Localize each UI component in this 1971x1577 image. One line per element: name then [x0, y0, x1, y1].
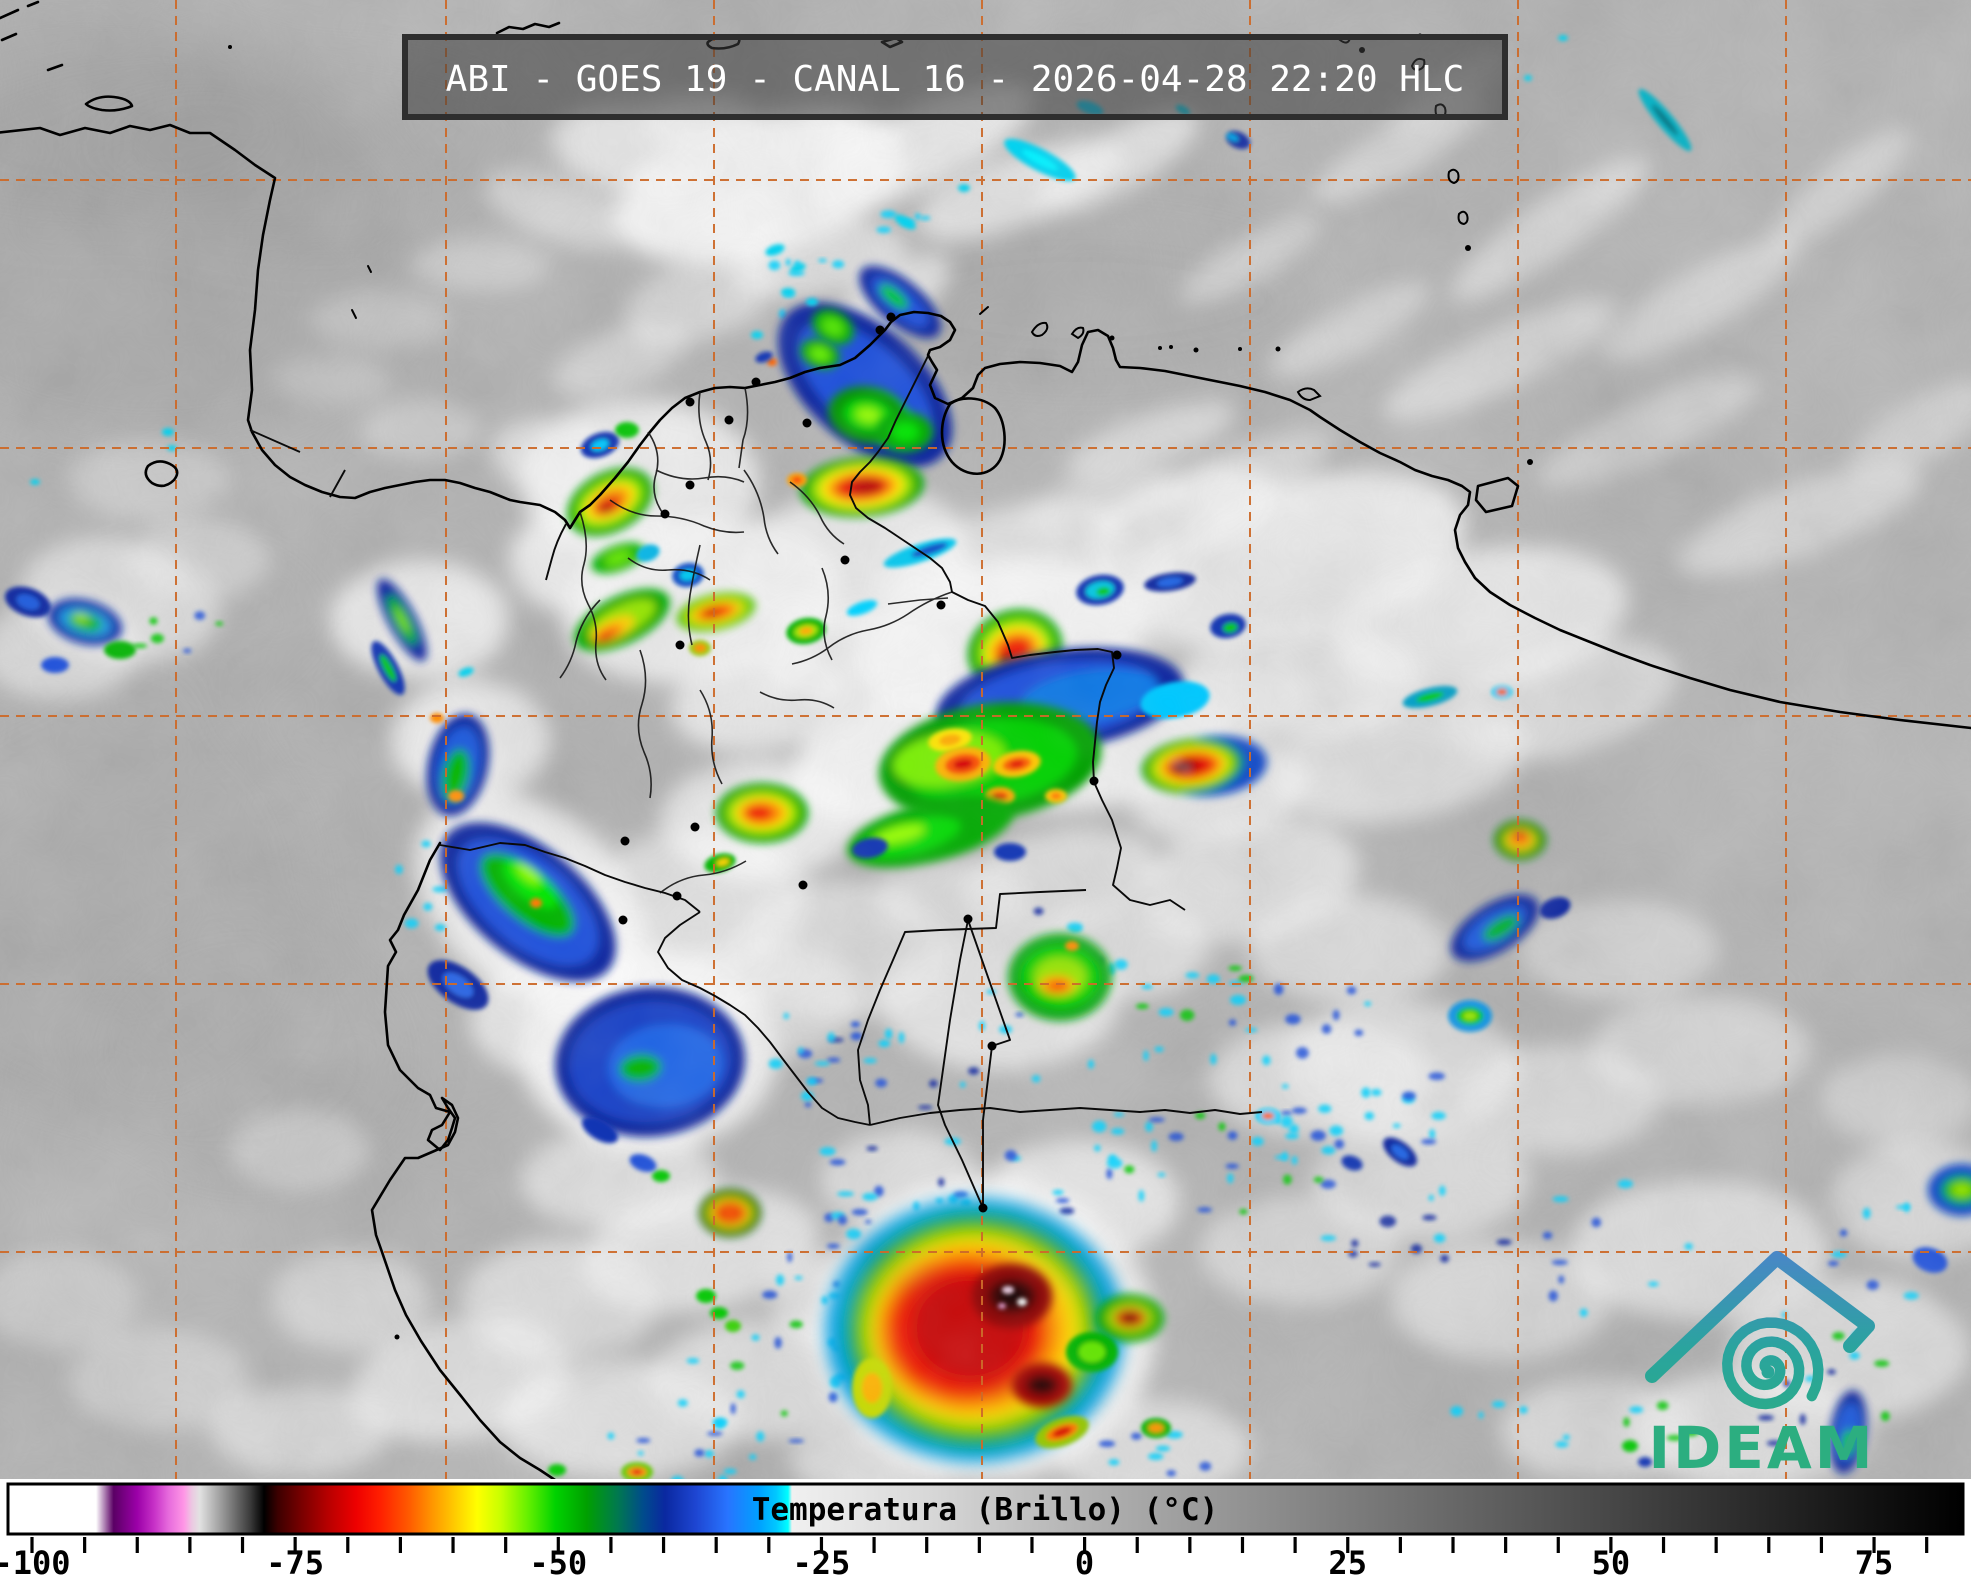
city-dot	[751, 377, 761, 387]
border-colombia-brazil	[857, 889, 1087, 1126]
city-dot	[875, 325, 885, 335]
fine-texture	[0, 0, 1971, 1480]
city-dot	[987, 1041, 997, 1051]
colorbar-tick-label: 50	[1592, 1544, 1631, 1577]
city-dot	[978, 1203, 988, 1213]
trinidad	[1474, 476, 1520, 514]
city-dot	[1089, 776, 1099, 786]
colorbar-tick-label: -25	[793, 1544, 851, 1577]
title-overlay: ABI - GOES 19 - CANAL 16 - 2026-04-28 22…	[402, 34, 1508, 120]
city-dot	[802, 418, 812, 428]
san-andres-providencia	[351, 265, 372, 319]
city-dot	[618, 915, 628, 925]
logo-text: IDEAM	[1649, 1414, 1876, 1482]
colorbar-tick-label: -50	[529, 1544, 587, 1577]
colorbar-tick-label: 0	[1075, 1544, 1094, 1577]
city-markers	[618, 312, 1122, 1213]
city-dot	[672, 891, 682, 901]
city-dot	[724, 415, 734, 425]
city-dot	[840, 555, 850, 565]
border-ecuador-colombia	[439, 842, 701, 913]
title-box	[402, 34, 1508, 120]
city-dot	[1112, 650, 1122, 660]
ecuador-peru-coast	[370, 841, 557, 1482]
city-dot	[620, 836, 630, 846]
haiti-coast-fragment	[495, 21, 561, 35]
colorbar-gradient	[6, 1482, 1965, 1536]
department-borders	[559, 387, 953, 894]
border-colombia-venezuela	[849, 355, 1186, 911]
colorbar-label: Temperatura (Brillo) (°C)	[752, 1492, 1219, 1528]
department-border-lines	[559, 387, 953, 894]
city-dot	[690, 822, 700, 832]
city-dot	[685, 397, 695, 407]
colorbar-ticks	[30, 1537, 1929, 1553]
city-dot	[675, 640, 685, 650]
city-dot	[886, 312, 896, 322]
coastlines	[0, 0, 1971, 1482]
colorbar-tick-label: -75	[266, 1544, 324, 1577]
abc-islands	[979, 306, 1085, 340]
colorbar-tick-label: 75	[1855, 1544, 1894, 1577]
lake-nicaragua	[144, 460, 179, 488]
country-borders	[249, 355, 1263, 1209]
colorbar-tick-label: -100	[0, 1544, 71, 1577]
hurricane-spiral-icon	[1722, 1317, 1824, 1410]
colorbar-tick-label: 25	[1328, 1544, 1367, 1577]
corner-island-fragments	[0, 0, 64, 72]
city-dot	[936, 600, 946, 610]
mountain-icon	[1645, 1251, 1875, 1383]
graticule	[0, 0, 1971, 1480]
margarita-island	[1296, 387, 1322, 402]
spiral-eye-icon	[1761, 1365, 1775, 1379]
city-dot	[685, 480, 695, 490]
colorbar: -100 -75 -50 -25 0 25 50 75 Temperatura (Brillo…	[0, 1479, 1971, 1577]
border-ecuador-peru	[657, 911, 871, 1126]
lake-maracaibo	[940, 397, 1006, 475]
title-text: ABI - GOES 19 - CANAL 16 - 2026-04-28 22…	[446, 59, 1465, 100]
city-dot	[798, 880, 808, 890]
colorbar-tick-labels: -100 -75 -50 -25 0 25 50 75	[0, 1544, 1893, 1577]
jamaica	[84, 95, 134, 112]
border-amazon-trapezoid	[937, 919, 1011, 1209]
central-america-south-america-coast	[0, 123, 1971, 730]
city-dot	[963, 914, 973, 924]
city-dot	[660, 509, 670, 519]
border-centralamerica	[249, 429, 567, 581]
ideam-logo: IDEAM	[1645, 1251, 1876, 1482]
